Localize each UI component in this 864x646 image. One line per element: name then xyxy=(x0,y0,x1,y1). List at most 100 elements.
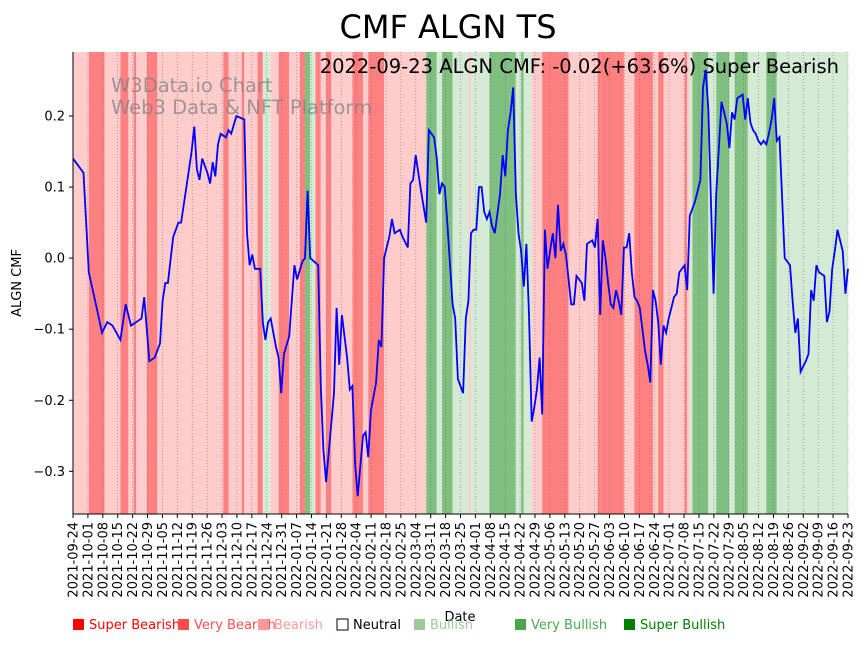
x-tick-label-52: 2022-09-23 xyxy=(842,522,857,598)
regime-band-7 xyxy=(146,52,158,514)
legend-label-5: Very Bullish xyxy=(531,618,607,633)
watermark: W3Data.io Chart Web3 Data & NFT Platform xyxy=(111,74,372,119)
regime-band-55 xyxy=(689,52,693,514)
regime-band-62 xyxy=(766,52,777,514)
x-tick-label-48: 2022-08-26 xyxy=(782,522,797,598)
x-tick-label-50: 2022-09-09 xyxy=(812,522,827,598)
regime-band-30 xyxy=(436,52,443,514)
cmf-series-line xyxy=(72,69,849,497)
x-tick-label-24: 2022-03-11 xyxy=(424,522,439,598)
x-tick-label-31: 2022-04-29 xyxy=(529,522,544,598)
x-tick-label-37: 2022-06-10 xyxy=(618,522,633,598)
x-tick-label-14: 2021-12-31 xyxy=(275,522,290,598)
legend-label-1: Very Bearish xyxy=(194,618,276,633)
x-tick-label-38: 2022-06-17 xyxy=(633,522,648,598)
regime-band-61 xyxy=(747,52,767,514)
x-tick-label-43: 2022-07-22 xyxy=(707,522,722,598)
x-tick-label-8: 2021-11-19 xyxy=(186,522,201,598)
regime-band-18 xyxy=(299,52,305,514)
x-tick-label-13: 2021-12-24 xyxy=(260,522,275,598)
x-tick-label-4: 2021-10-22 xyxy=(126,522,141,598)
legend-swatch-0 xyxy=(73,619,84,630)
x-tick-label-26: 2022-03-25 xyxy=(454,522,469,598)
x-tick-label-28: 2022-04-08 xyxy=(484,522,499,598)
regime-band-34 xyxy=(471,52,490,514)
regime-band-19 xyxy=(304,52,311,514)
x-tick-label-49: 2022-09-02 xyxy=(797,522,812,598)
x-axis-label: Date xyxy=(444,610,475,625)
y-tick-label-3: 0.0 xyxy=(44,252,65,267)
legend-swatch-2 xyxy=(258,619,269,630)
x-tick-label-18: 2022-01-28 xyxy=(335,522,350,598)
x-tick-label-12: 2021-12-17 xyxy=(245,522,260,598)
regime-band-44 xyxy=(584,52,598,514)
x-tick-label-9: 2021-11-26 xyxy=(201,522,216,598)
regime-band-51 xyxy=(658,52,664,514)
regime-band-2 xyxy=(104,52,121,514)
regime-band-9 xyxy=(223,52,229,514)
x-tick-label-39: 2022-06-24 xyxy=(648,522,663,598)
x-tick-label-45: 2022-08-05 xyxy=(737,522,752,598)
regime-band-10 xyxy=(228,52,242,514)
x-tick-label-10: 2021-12-03 xyxy=(216,522,231,598)
x-tick-label-25: 2022-03-18 xyxy=(439,522,454,598)
regime-band-22 xyxy=(320,52,327,514)
x-tick-label-47: 2022-08-19 xyxy=(767,522,782,598)
legend-label-3: Neutral xyxy=(353,618,401,633)
legend-swatch-1 xyxy=(178,619,189,630)
regime-band-41 xyxy=(558,52,569,514)
legend-label-2: Bearish xyxy=(274,618,323,633)
regime-band-15 xyxy=(270,52,279,514)
regime-band-36 xyxy=(515,52,522,514)
regime-band-37 xyxy=(521,52,524,514)
legend-swatch-4 xyxy=(414,619,425,630)
regime-band-20 xyxy=(310,52,316,514)
legend-label-4: Bullish xyxy=(430,618,473,633)
x-tick-label-16: 2022-01-14 xyxy=(305,522,320,598)
regime-band-31 xyxy=(442,52,453,514)
x-tick-label-44: 2022-07-29 xyxy=(722,522,737,598)
regime-band-54 xyxy=(687,52,690,514)
y-tick-label-2: −0.1 xyxy=(33,323,65,338)
regime-band-63 xyxy=(776,52,848,514)
regime-band-47 xyxy=(616,52,624,514)
regime-band-25 xyxy=(352,52,363,514)
legend-label-6: Super Bullish xyxy=(640,618,725,633)
regime-band-27 xyxy=(368,52,385,514)
x-tick-label-15: 2022-01-07 xyxy=(290,522,305,598)
regime-band-42 xyxy=(568,52,574,514)
y-axis-label: ALGN CMF xyxy=(10,249,25,317)
regime-band-52 xyxy=(663,52,685,514)
legend-swatch-6 xyxy=(624,619,635,630)
x-tick-label-6: 2021-11-05 xyxy=(156,522,171,598)
regime-band-50 xyxy=(652,52,659,514)
x-tick-label-51: 2022-09-16 xyxy=(827,522,842,598)
regime-band-57 xyxy=(708,52,717,514)
x-tick-label-0: 2021-09-24 xyxy=(67,522,82,598)
x-tick-label-42: 2022-07-15 xyxy=(692,522,707,598)
regime-band-12 xyxy=(244,52,258,514)
y-tick-label-1: −0.2 xyxy=(33,394,65,409)
x-tick-label-27: 2022-04-01 xyxy=(469,522,484,598)
regime-band-28 xyxy=(384,52,427,514)
x-tick-label-29: 2022-04-15 xyxy=(499,522,514,598)
x-tick-label-36: 2022-06-03 xyxy=(603,522,618,598)
regime-band-24 xyxy=(331,52,353,514)
regime-band-4 xyxy=(128,52,134,514)
regime-band-16 xyxy=(278,52,290,514)
x-tick-label-22: 2022-02-25 xyxy=(394,522,409,598)
x-tick-label-23: 2022-03-04 xyxy=(409,522,424,598)
legend-label-0: Super Bearish xyxy=(89,618,180,633)
x-tick-label-11: 2021-12-10 xyxy=(230,522,245,598)
regime-band-26 xyxy=(362,52,369,514)
x-tick-label-2: 2021-10-08 xyxy=(96,522,111,598)
x-tick-label-46: 2022-08-12 xyxy=(752,522,767,598)
x-tick-label-41: 2022-07-08 xyxy=(678,522,693,598)
x-tick-label-33: 2022-05-13 xyxy=(558,522,573,598)
x-axis-ticks: 2021-09-24 2021-10-01 2021-10-08 2021-10-15… xyxy=(67,514,857,598)
x-tick-label-30: 2022-04-22 xyxy=(514,522,529,598)
x-tick-label-20: 2022-02-11 xyxy=(365,522,380,598)
x-tick-label-34: 2022-05-20 xyxy=(573,522,588,598)
